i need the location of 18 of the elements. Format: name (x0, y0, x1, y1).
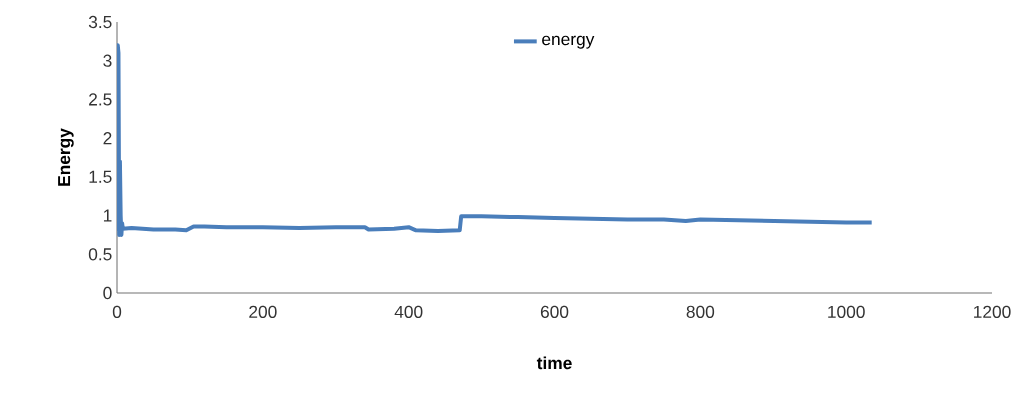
y-axis-title: Energy (58, 128, 74, 186)
y-tick-label: 2 (103, 132, 112, 145)
y-tick-label: 1.5 (89, 170, 112, 183)
x-tick-label: 1200 (974, 305, 1011, 318)
legend-label: energy (542, 35, 595, 49)
x-tick-label: 400 (394, 305, 423, 318)
y-tick-label: 3 (103, 54, 112, 67)
x-tick-label: 1000 (828, 305, 865, 318)
y-tick-label: 2.5 (89, 93, 112, 106)
x-tick-label: 800 (686, 305, 715, 318)
y-tick-label: 0 (103, 286, 112, 300)
x-tick-label: 600 (540, 305, 569, 318)
y-tick-label: 1 (103, 209, 112, 222)
x-tick-label: 200 (249, 305, 277, 318)
x-axis-title: time (536, 356, 572, 370)
x-tick-label: 0 (112, 305, 122, 318)
y-tick-label: 3.5 (88, 15, 112, 29)
y-tick-label: 0.5 (88, 248, 112, 261)
